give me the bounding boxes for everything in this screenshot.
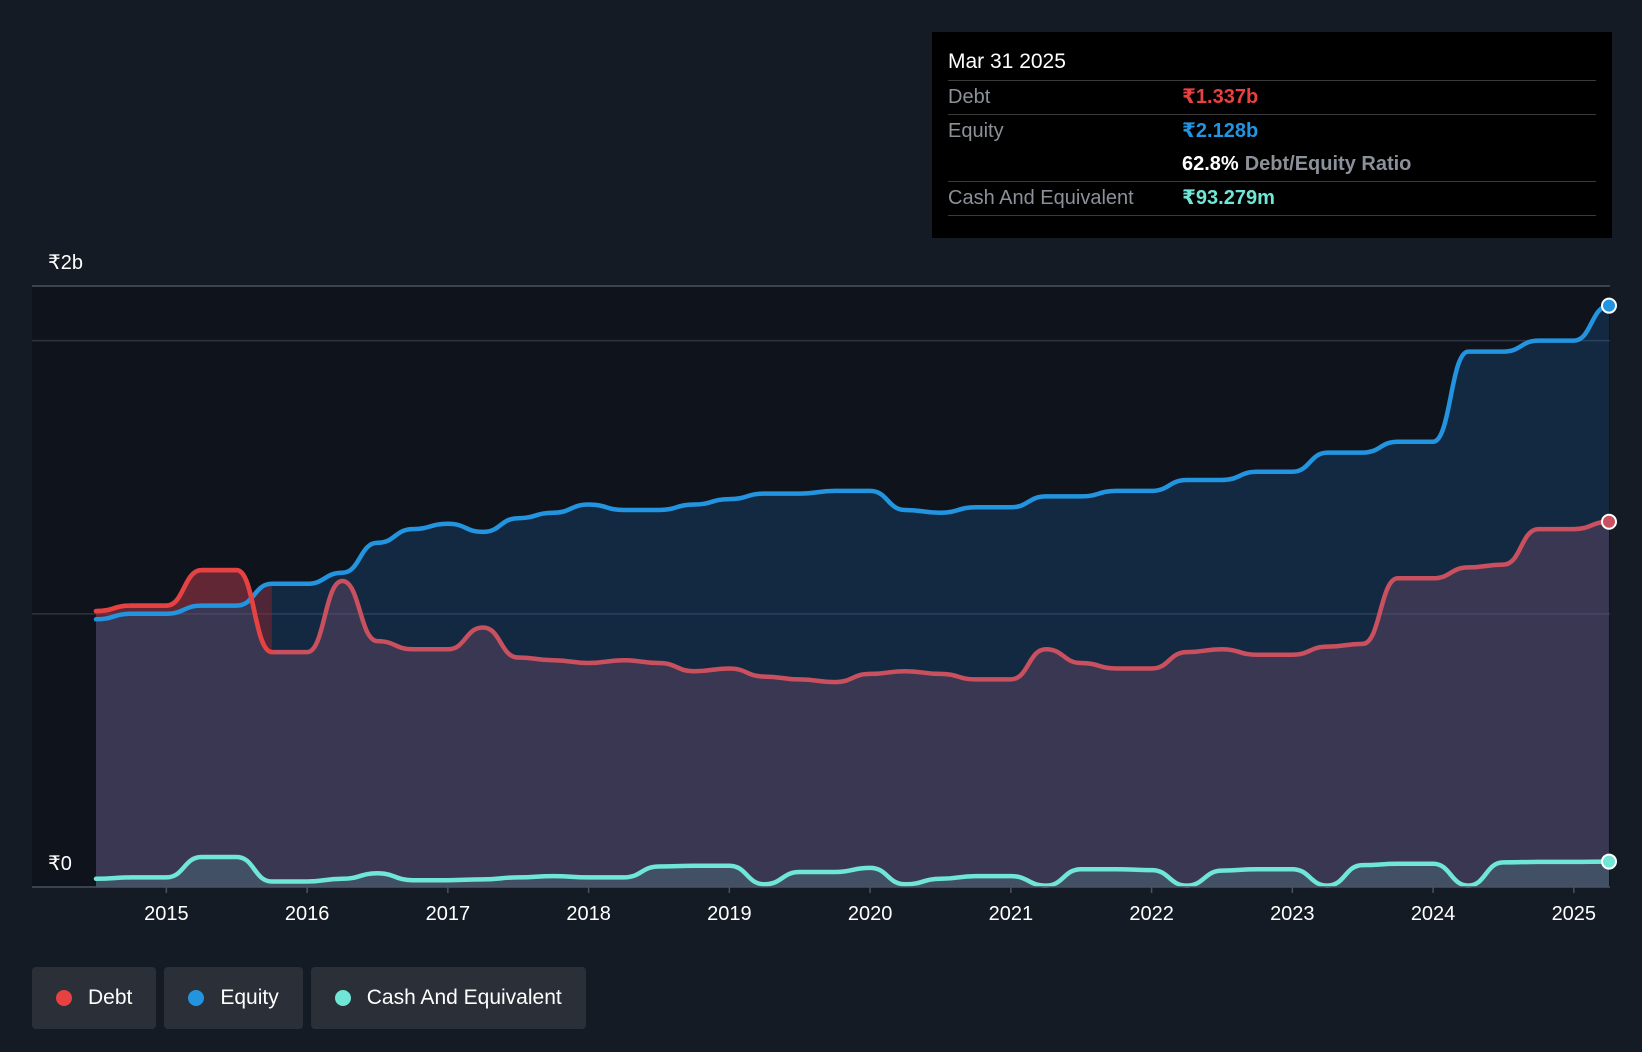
debt-end-marker xyxy=(1601,513,1617,530)
x-tick-label-2025: 2025 xyxy=(1552,903,1597,925)
tooltip-ratio-label: Debt/Equity Ratio xyxy=(1244,153,1412,175)
x-axis-ticks: 2015 2016 2017 2018 2019 2020 2021 2022 2023 2024… xyxy=(144,887,1596,925)
grid-layer xyxy=(32,285,1610,615)
tooltip-cash-label: Cash And Equivalent xyxy=(948,187,1134,209)
x-tick-label-2021: 2021 xyxy=(989,903,1034,925)
tooltip-row-ratio: 62.8% Debt/Equity Ratio xyxy=(948,148,1596,181)
legend-label-debt: Debt xyxy=(88,986,133,1009)
legend-label-cash: Cash And Equivalent xyxy=(366,986,562,1009)
y-axis-label-top: ₹2b xyxy=(48,252,83,274)
x-tick-label-2016: 2016 xyxy=(285,903,330,925)
equity-area xyxy=(96,305,1609,887)
tooltip-row-equity: Equity ₹2.128b xyxy=(948,114,1596,148)
tooltip-debt-label: Debt xyxy=(948,86,991,108)
plot-highlight-band xyxy=(32,286,1610,887)
marker-layer xyxy=(1601,297,1617,870)
cash-line xyxy=(93,854,1612,888)
x-tick-label-2015: 2015 xyxy=(144,903,189,925)
data-tooltip: Mar 31 2025 Debt ₹1.337b Equity ₹2.128b … xyxy=(932,32,1612,238)
legend-dot-equity xyxy=(188,990,205,1006)
legend-item-debt[interactable]: Debt xyxy=(32,967,157,1029)
legend-dot-cash xyxy=(334,990,351,1006)
x-tick-label-2022: 2022 xyxy=(1129,903,1174,925)
equity-end-marker xyxy=(1601,297,1617,314)
tooltip-row-cash: Cash And Equivalent ₹93.279m xyxy=(948,181,1596,216)
x-tick-label-2019: 2019 xyxy=(707,903,752,925)
legend-item-equity[interactable]: Equity xyxy=(164,967,303,1029)
debt-over-equity-line xyxy=(93,567,275,655)
x-tick-label-2024: 2024 xyxy=(1411,903,1456,925)
tooltip-equity-value: ₹2.128b xyxy=(1182,120,1259,142)
legend-item-cash[interactable]: Cash And Equivalent xyxy=(310,967,586,1029)
tooltip-row-debt: Debt ₹1.337b xyxy=(948,80,1596,114)
y-axis-label-bottom: ₹0 xyxy=(48,853,72,875)
tooltip-ratio-spacer xyxy=(948,148,1182,181)
debt-area xyxy=(96,521,1609,887)
legend-dot-debt xyxy=(56,990,72,1006)
cash-end-marker xyxy=(1601,853,1617,870)
legend-label-equity: Equity xyxy=(220,986,279,1009)
line-layer xyxy=(93,303,1612,888)
tooltip-equity-label: Equity xyxy=(948,120,1004,142)
equity-line xyxy=(93,303,1612,622)
debt-line xyxy=(93,519,1612,685)
tooltip-date: Mar 31 2025 xyxy=(948,50,1066,73)
x-tick-label-2020: 2020 xyxy=(848,903,893,925)
x-tick-label-2017: 2017 xyxy=(426,903,471,925)
debt-over-equity-area xyxy=(96,570,272,653)
tooltip-ratio-value: 62.8% xyxy=(1182,153,1239,175)
chart-legend: Debt Equity Cash And Equivalent xyxy=(32,967,586,1029)
tooltip-debt-value: ₹1.337b xyxy=(1182,86,1259,108)
tooltip-cash-value: ₹93.279m xyxy=(1182,187,1275,209)
x-tick-label-2018: 2018 xyxy=(566,903,611,925)
x-tick-label-2023: 2023 xyxy=(1270,903,1315,925)
